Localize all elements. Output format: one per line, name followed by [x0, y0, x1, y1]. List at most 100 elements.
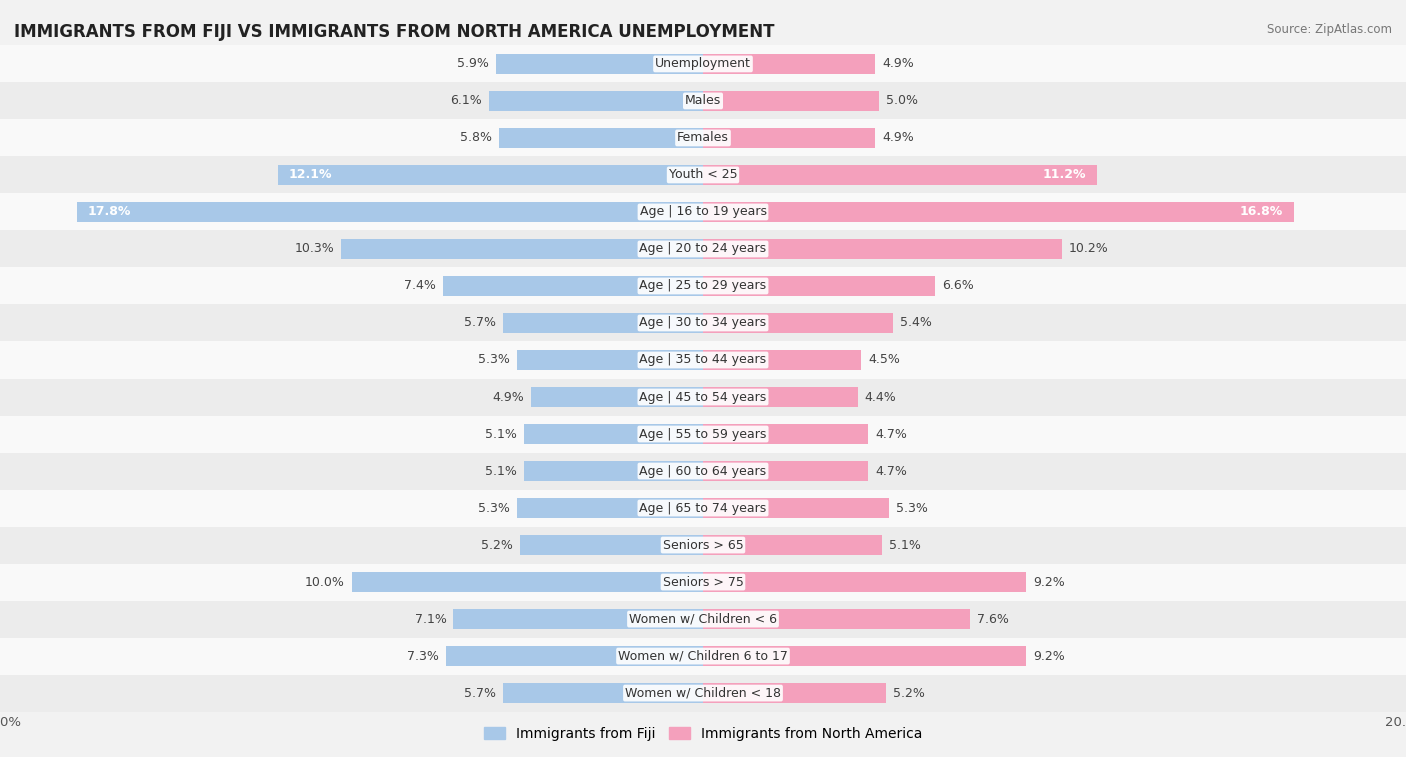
Text: Women w/ Children < 18: Women w/ Children < 18	[626, 687, 780, 699]
Bar	[496, 54, 703, 74]
Bar	[0, 45, 1406, 83]
Text: 6.6%: 6.6%	[942, 279, 974, 292]
Text: Women w/ Children < 6: Women w/ Children < 6	[628, 612, 778, 625]
Bar	[0, 267, 1406, 304]
Bar	[524, 461, 703, 481]
Bar	[503, 683, 703, 703]
Text: Women w/ Children 6 to 17: Women w/ Children 6 to 17	[619, 650, 787, 662]
Text: Age | 45 to 54 years: Age | 45 to 54 years	[640, 391, 766, 403]
Text: 5.7%: 5.7%	[464, 687, 496, 699]
Legend: Immigrants from Fiji, Immigrants from North America: Immigrants from Fiji, Immigrants from No…	[478, 721, 928, 746]
Bar	[703, 646, 1026, 666]
Bar	[0, 194, 1406, 230]
Text: 5.3%: 5.3%	[478, 354, 510, 366]
Bar	[0, 637, 1406, 674]
Bar	[77, 202, 703, 222]
Text: 16.8%: 16.8%	[1240, 205, 1282, 219]
Bar	[703, 128, 875, 148]
Bar	[503, 313, 703, 333]
Bar	[340, 238, 703, 259]
Text: 5.1%: 5.1%	[889, 538, 921, 552]
Text: 6.1%: 6.1%	[450, 95, 481, 107]
Text: 5.2%: 5.2%	[893, 687, 925, 699]
Text: 4.9%: 4.9%	[883, 58, 914, 70]
Text: Seniors > 75: Seniors > 75	[662, 575, 744, 588]
Bar	[703, 276, 935, 296]
Text: 4.7%: 4.7%	[875, 428, 907, 441]
Bar	[703, 238, 1062, 259]
Bar	[531, 387, 703, 407]
Text: Age | 35 to 44 years: Age | 35 to 44 years	[640, 354, 766, 366]
Text: 5.7%: 5.7%	[464, 316, 496, 329]
Text: IMMIGRANTS FROM FIJI VS IMMIGRANTS FROM NORTH AMERICA UNEMPLOYMENT: IMMIGRANTS FROM FIJI VS IMMIGRANTS FROM …	[14, 23, 775, 41]
Text: Males: Males	[685, 95, 721, 107]
Text: 5.4%: 5.4%	[900, 316, 932, 329]
Text: Source: ZipAtlas.com: Source: ZipAtlas.com	[1267, 23, 1392, 36]
Bar	[0, 600, 1406, 637]
Bar	[0, 378, 1406, 416]
Text: 4.9%: 4.9%	[883, 132, 914, 145]
Text: 7.3%: 7.3%	[408, 650, 439, 662]
Bar	[703, 498, 889, 519]
Text: 5.2%: 5.2%	[481, 538, 513, 552]
Bar	[0, 490, 1406, 527]
Bar	[443, 276, 703, 296]
Text: 5.3%: 5.3%	[897, 502, 928, 515]
Bar	[0, 674, 1406, 712]
Text: Age | 25 to 29 years: Age | 25 to 29 years	[640, 279, 766, 292]
Bar	[703, 461, 869, 481]
Text: Unemployment: Unemployment	[655, 58, 751, 70]
Bar	[0, 527, 1406, 563]
Bar	[489, 91, 703, 111]
Text: Age | 55 to 59 years: Age | 55 to 59 years	[640, 428, 766, 441]
Bar	[703, 609, 970, 629]
Bar	[703, 202, 1294, 222]
Bar	[278, 165, 703, 185]
Text: 17.8%: 17.8%	[87, 205, 131, 219]
Bar	[0, 304, 1406, 341]
Bar	[703, 683, 886, 703]
Text: Seniors > 65: Seniors > 65	[662, 538, 744, 552]
Text: 11.2%: 11.2%	[1043, 169, 1087, 182]
Text: 5.3%: 5.3%	[478, 502, 510, 515]
Bar	[0, 416, 1406, 453]
Text: 5.9%: 5.9%	[457, 58, 489, 70]
Bar	[703, 535, 883, 555]
Bar	[447, 646, 703, 666]
Text: 7.4%: 7.4%	[404, 279, 436, 292]
Text: 9.2%: 9.2%	[1033, 575, 1066, 588]
Text: 4.7%: 4.7%	[875, 465, 907, 478]
Bar	[703, 350, 860, 370]
Text: 10.3%: 10.3%	[294, 242, 335, 255]
Bar	[517, 350, 703, 370]
Text: 7.1%: 7.1%	[415, 612, 447, 625]
Text: Age | 30 to 34 years: Age | 30 to 34 years	[640, 316, 766, 329]
Bar	[703, 54, 875, 74]
Bar	[703, 424, 869, 444]
Bar	[0, 83, 1406, 120]
Text: Age | 20 to 24 years: Age | 20 to 24 years	[640, 242, 766, 255]
Bar	[703, 91, 879, 111]
Text: 5.1%: 5.1%	[485, 465, 517, 478]
Bar	[0, 230, 1406, 267]
Bar	[499, 128, 703, 148]
Bar	[0, 341, 1406, 378]
Text: 10.0%: 10.0%	[305, 575, 344, 588]
Bar	[0, 120, 1406, 157]
Text: 5.1%: 5.1%	[485, 428, 517, 441]
Bar	[703, 572, 1026, 592]
Bar	[703, 165, 1097, 185]
Bar	[454, 609, 703, 629]
Bar	[524, 424, 703, 444]
Text: Age | 60 to 64 years: Age | 60 to 64 years	[640, 465, 766, 478]
Bar	[352, 572, 703, 592]
Text: 7.6%: 7.6%	[977, 612, 1010, 625]
Text: Females: Females	[678, 132, 728, 145]
Text: 4.9%: 4.9%	[492, 391, 524, 403]
Bar	[703, 387, 858, 407]
Text: 4.4%: 4.4%	[865, 391, 897, 403]
Bar	[0, 157, 1406, 194]
Text: 5.0%: 5.0%	[886, 95, 918, 107]
Text: Age | 65 to 74 years: Age | 65 to 74 years	[640, 502, 766, 515]
Bar	[517, 498, 703, 519]
